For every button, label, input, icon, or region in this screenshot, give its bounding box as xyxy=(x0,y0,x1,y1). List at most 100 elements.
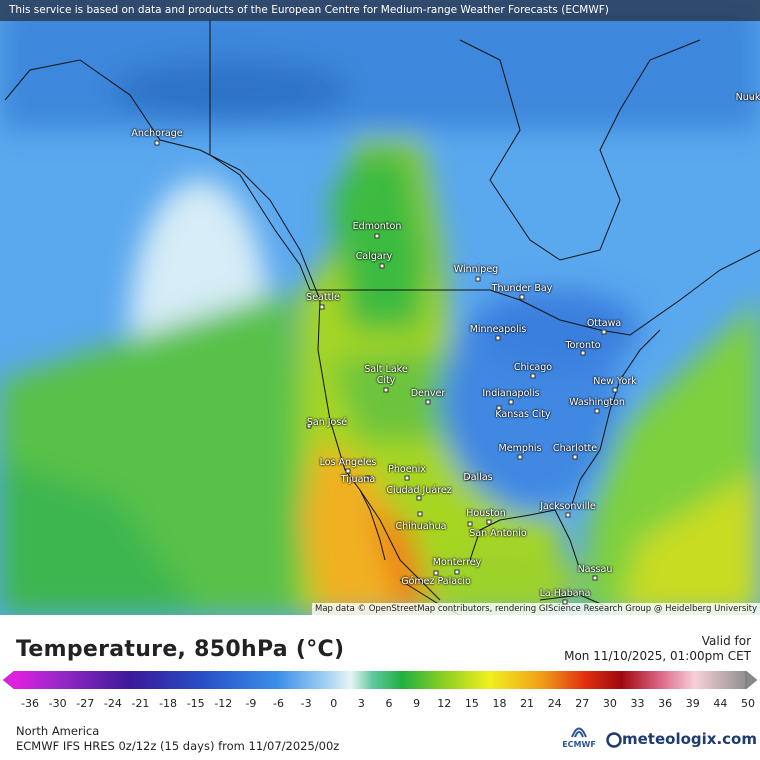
city-marker xyxy=(530,373,536,379)
city-label: Los Angeles xyxy=(319,457,377,468)
map-field xyxy=(0,0,760,615)
city-label: San José xyxy=(306,417,348,428)
city-label: Houston xyxy=(466,508,506,519)
city-marker xyxy=(562,599,568,605)
city-label: Kansas City xyxy=(495,409,551,420)
colorbar-tick-label: -21 xyxy=(131,697,150,710)
colorbar-tick-label: 21 xyxy=(520,697,535,710)
colorbar-tick-label: -27 xyxy=(76,697,95,710)
ecmwf-notice: This service is based on data and produc… xyxy=(0,0,760,21)
city-marker xyxy=(383,387,389,393)
model-info: ECMWF IFS HRES 0z/12z (15 days) from 11/… xyxy=(16,739,340,753)
colorbar-tick-label: 12 xyxy=(437,697,452,710)
colorbar-tick-label: 44 xyxy=(713,697,728,710)
city-label: Thunder Bay xyxy=(491,283,553,294)
colorbar-tick-label: 33 xyxy=(630,697,645,710)
city-marker xyxy=(486,519,492,525)
city-label: Seattle xyxy=(306,292,340,303)
city-label: Ciudad Juárez xyxy=(386,485,452,496)
city-label: Salt Lake City xyxy=(364,364,408,386)
city-marker xyxy=(580,350,586,356)
colorbar-tick-label: 18 xyxy=(492,697,507,710)
brand-icon xyxy=(606,732,622,748)
city-marker xyxy=(416,495,422,501)
city-marker xyxy=(594,408,600,414)
city-label: Memphis xyxy=(498,443,542,454)
colorbar-tick-label: -36 xyxy=(21,697,39,710)
city-marker xyxy=(467,521,473,527)
colorbar-tick-label: 9 xyxy=(413,697,421,710)
city-marker xyxy=(374,233,380,239)
city-marker xyxy=(495,335,501,341)
ecmwf-logo[interactable]: ECMWF xyxy=(562,740,596,749)
region: North America xyxy=(16,724,100,738)
city-label: Phoenix xyxy=(388,464,426,475)
colorbar-tick-label: 50 xyxy=(741,697,755,710)
city-marker xyxy=(601,329,607,335)
city-label: La Habana xyxy=(539,588,591,599)
city-label: Toronto xyxy=(565,340,601,351)
city-label: Chicago xyxy=(513,362,553,373)
colorbar-tick-label: -30 xyxy=(48,697,67,710)
map: This service is based on data and produc… xyxy=(0,0,760,615)
colorbar-tick-label: 27 xyxy=(575,697,590,710)
city-label: Ottawa xyxy=(586,318,622,329)
city-label: Anchorage xyxy=(131,128,183,139)
city-label: Gómez Palacio xyxy=(401,576,471,587)
colorbar-tick-label: 39 xyxy=(685,697,700,710)
city-label: Monterrey xyxy=(432,557,482,568)
city-marker xyxy=(379,263,385,269)
city-label: Denver xyxy=(410,388,446,399)
city-label: Nassau xyxy=(577,564,613,575)
city-label: Edmonton xyxy=(352,221,402,232)
colorbar-tick-label: 3 xyxy=(357,697,365,710)
brand[interactable]: meteologix.com xyxy=(622,730,757,748)
city-marker xyxy=(496,405,502,411)
city-label: Minneapolis xyxy=(469,324,527,335)
colorbar-tick-label: 30 xyxy=(602,697,617,710)
colorbar-tick-label: -12 xyxy=(214,697,233,710)
map-attribution[interactable]: Map data © OpenStreetMap contributors, r… xyxy=(312,603,760,615)
city-marker xyxy=(425,399,431,405)
city-marker xyxy=(417,511,423,517)
city-marker xyxy=(749,95,755,101)
city-marker xyxy=(465,475,471,481)
city-label: Dallas xyxy=(463,472,493,483)
city-label: Tijuana xyxy=(340,474,376,485)
city-marker xyxy=(572,454,578,460)
city-marker xyxy=(565,512,571,518)
ecmwf-icon xyxy=(571,727,587,738)
city-marker xyxy=(475,276,481,282)
city-marker xyxy=(365,475,371,481)
city-label: Winnipeg xyxy=(453,264,499,275)
city-marker xyxy=(508,399,514,405)
colorbar-tick-label: 36 xyxy=(658,697,673,710)
city-marker xyxy=(345,468,351,474)
valid-label: Valid for xyxy=(701,634,751,648)
city-label: Washington xyxy=(569,397,625,408)
colorbar-tick-label: -15 xyxy=(186,697,205,710)
city-marker xyxy=(592,575,598,581)
colorbar-tick-label: 6 xyxy=(385,697,393,710)
colorbar-tick-label: 0 xyxy=(330,697,338,710)
city-marker xyxy=(404,475,410,481)
colorbar-tick-label: -6 xyxy=(273,697,285,710)
colorbar-tick-label: -18 xyxy=(159,697,178,710)
city-label: New York xyxy=(593,376,637,387)
city-label: Indianapolis xyxy=(482,388,540,399)
colorbar-tick-label: -3 xyxy=(300,697,312,710)
city-label: Calgary xyxy=(355,251,393,262)
city-label: Nuuk xyxy=(735,92,760,103)
city-label: San Antonio xyxy=(469,528,527,539)
colorbar-tick-label: -9 xyxy=(245,697,257,710)
city-marker xyxy=(154,140,160,146)
city-marker xyxy=(517,454,523,460)
city-marker xyxy=(612,387,618,393)
city-marker xyxy=(454,569,460,575)
valid-time: Mon 11/10/2025, 01:00pm CET xyxy=(564,649,751,663)
colorbar xyxy=(2,670,758,690)
colorbar-tick-label: -24 xyxy=(103,697,122,710)
city-marker xyxy=(519,294,525,300)
city-label: Jacksonville xyxy=(540,501,596,512)
